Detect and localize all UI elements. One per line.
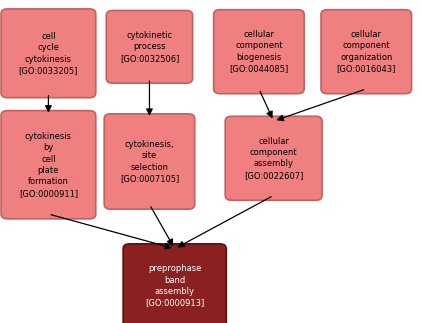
Text: cytokinesis
by
cell
plate
formation
[GO:0000911]: cytokinesis by cell plate formation [GO:… <box>19 131 78 198</box>
Text: preprophase
band
assembly
[GO:0000913]: preprophase band assembly [GO:0000913] <box>145 264 204 307</box>
FancyBboxPatch shape <box>1 9 96 98</box>
Text: cellular
component
biogenesis
[GO:0044085]: cellular component biogenesis [GO:004408… <box>229 30 288 73</box>
Text: cellular
component
organization
[GO:0016043]: cellular component organization [GO:0016… <box>336 30 396 73</box>
FancyBboxPatch shape <box>1 110 96 219</box>
FancyBboxPatch shape <box>123 244 226 323</box>
Text: cytokinetic
process
[GO:0032506]: cytokinetic process [GO:0032506] <box>120 31 179 63</box>
FancyBboxPatch shape <box>213 10 304 94</box>
FancyBboxPatch shape <box>321 10 412 94</box>
Text: cell
cycle
cytokinesis
[GO:0033205]: cell cycle cytokinesis [GO:0033205] <box>19 32 78 75</box>
Text: cellular
component
assembly
[GO:0022607]: cellular component assembly [GO:0022607] <box>244 137 304 180</box>
FancyBboxPatch shape <box>106 10 192 83</box>
FancyBboxPatch shape <box>225 116 322 200</box>
Text: cytokinesis,
site
selection
[GO:0007105]: cytokinesis, site selection [GO:0007105] <box>120 140 179 183</box>
FancyBboxPatch shape <box>104 114 195 209</box>
